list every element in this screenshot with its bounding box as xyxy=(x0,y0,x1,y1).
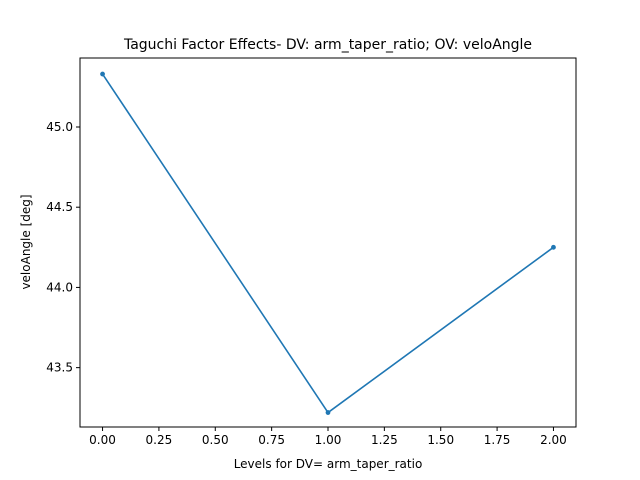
plot-area: 0.00 0.25 0.50 0.75 1.00 1.25 1.50 1.75 2.00 43.5… xyxy=(46,57,577,447)
x-tick-label: 1.50 xyxy=(427,433,454,447)
chart-title: Taguchi Factor Effects- DV: arm_taper_ra… xyxy=(123,37,532,53)
x-tick-label: 0.00 xyxy=(89,433,116,447)
data-point xyxy=(551,244,556,250)
x-tick-label: 2.00 xyxy=(540,433,567,447)
x-axis-label: Levels for DV= arm_taper_ratio xyxy=(234,457,423,471)
y-tick-label: 44.5 xyxy=(46,200,73,214)
x-tick-label: 0.25 xyxy=(146,433,173,447)
axes-frame xyxy=(79,57,577,428)
data-point xyxy=(325,410,331,415)
y-tick-label: 45.0 xyxy=(46,120,73,134)
x-tick-label: 0.50 xyxy=(202,433,229,447)
y-axis-label: veloAngle [deg] xyxy=(19,194,33,289)
data-point xyxy=(100,71,105,77)
y-tick-label: 43.5 xyxy=(46,361,73,375)
x-tick-label: 1.25 xyxy=(371,433,398,447)
x-tick-label: 1.00 xyxy=(315,433,342,447)
x-tick-label: 1.75 xyxy=(484,433,511,447)
y-tick-label: 44.0 xyxy=(46,280,73,294)
x-tick-label: 0.75 xyxy=(258,433,285,447)
